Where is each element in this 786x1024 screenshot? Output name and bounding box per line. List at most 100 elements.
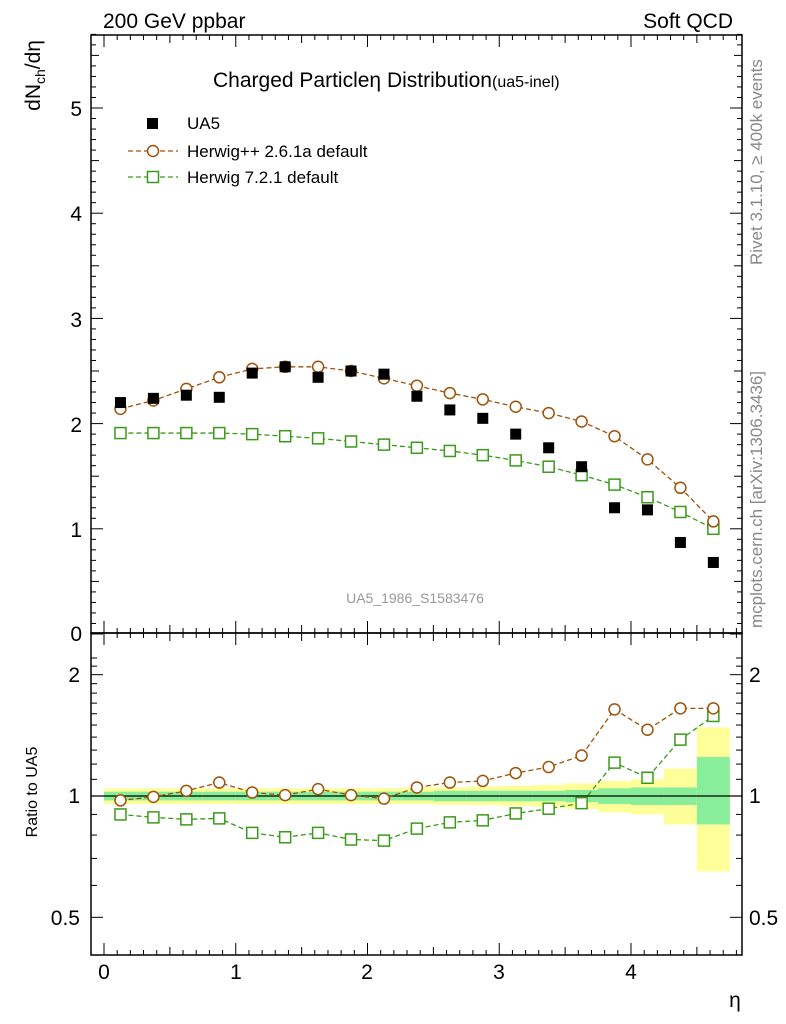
herwigpp-point-16 [641, 723, 654, 737]
ratio-y-tick-labels: 0.5 1 2 0.5 1 2 [51, 664, 778, 930]
herwigpp-point-3 [213, 776, 226, 789]
main-ytick-label-5: 5 [70, 98, 82, 121]
herwig7-point-5 [278, 831, 292, 844]
data-point-14 [576, 461, 588, 473]
herwig7-point-15 [608, 478, 621, 491]
herwigpp-point-15 [608, 429, 621, 443]
axis-ticks [91, 33, 742, 955]
herwig7-point-8 [377, 834, 391, 847]
data-point-5 [279, 361, 291, 373]
data-point-1 [147, 392, 159, 404]
data-point-17 [674, 536, 686, 548]
data-point-11 [477, 412, 489, 424]
herwig7-point-9 [410, 441, 424, 455]
header-left: 200 GeV ppbar [103, 10, 245, 33]
herwigpp-point-5 [278, 788, 292, 802]
herwigpp-point-17 [674, 481, 687, 495]
herwigpp-point-18 [707, 515, 720, 528]
herwig7-point-8 [377, 438, 391, 451]
data-point-12 [510, 428, 522, 440]
legend: UA5 Herwig++ 2.6.1a default Herwig 7.2.1… [128, 114, 368, 187]
legend-marker-herwigpp [146, 144, 160, 158]
band-inner-bin [696, 756, 730, 825]
herwig7-point-5 [278, 429, 292, 443]
herwig7-point-15 [608, 756, 621, 769]
herwigpp-point-14 [575, 415, 588, 428]
herwig7-point-17 [674, 733, 687, 746]
herwig7-point-3 [213, 426, 226, 440]
herwigpp-point-15 [608, 703, 621, 716]
herwigpp-point-6 [311, 782, 325, 796]
ratio-ytick-label-right-2: 2 [749, 664, 761, 687]
herwigpp-point-18 [707, 702, 720, 715]
herwigpp-point-9 [410, 379, 424, 392]
herwig7-point-11 [476, 448, 490, 462]
analysis-watermark: UA5_1986_S1583476 [346, 590, 484, 606]
data-point-8 [378, 368, 390, 380]
herwig7-point-10 [443, 444, 457, 458]
herwigpp-point-6 [311, 360, 325, 374]
data-point-6 [312, 371, 324, 383]
herwigpp-point-13 [542, 406, 555, 420]
ratio-ytick-label-2: 2 [68, 664, 80, 687]
main-ytick-label-0: 0 [70, 623, 82, 646]
xtick-label-1: 1 [230, 961, 242, 984]
plot-title: Charged Particleη Distribution(ua5-inel) [213, 69, 560, 92]
xtick-label-3: 3 [493, 961, 505, 984]
herwigpp-point-16 [641, 453, 654, 466]
ratio-ytick-label-1: 1 [68, 785, 80, 808]
legend-marker-herwig7 [146, 170, 160, 184]
rivet-label: Rivet 3.1.10, ≥ 400k events [747, 59, 766, 265]
herwig7-point-10 [443, 816, 457, 829]
herwigpp-point-2 [180, 784, 193, 798]
ratio-ytick-label-right-0.5: 0.5 [749, 907, 778, 930]
x-tick-labels: 0 1 2 3 4 [98, 961, 637, 984]
herwig7-point-7 [344, 435, 358, 448]
herwig7-point-0 [114, 808, 127, 821]
herwig7-point-3 [213, 812, 226, 825]
herwig7-point-17 [674, 505, 687, 519]
data-point-2 [180, 389, 192, 401]
main-ytick-label-2: 2 [70, 414, 82, 437]
herwig7-point-12 [509, 454, 522, 467]
herwigpp-point-12 [509, 766, 522, 780]
data-point-13 [543, 442, 555, 454]
herwig7-point-16 [641, 490, 654, 504]
legend-label-ua5: UA5 [187, 114, 220, 133]
herwig7-point-12 [509, 807, 522, 820]
herwig7-point-0 [114, 426, 127, 440]
legend-label-herwig7: Herwig 7.2.1 default [187, 168, 338, 187]
main-ytick-label-4: 4 [70, 203, 82, 226]
herwig7-point-1 [147, 811, 160, 824]
herwigpp-point-11 [476, 774, 490, 788]
data-point-15 [609, 502, 621, 514]
ratio-uncertainty-bands [104, 727, 730, 872]
herwigpp-point-12 [509, 400, 522, 414]
main-y-axis-label: dNch/dη [22, 40, 48, 111]
data-point-18 [707, 556, 719, 568]
ratio-panel-frame [90, 632, 743, 956]
ratio-ytick-label-right-1: 1 [749, 785, 761, 808]
herwigpp-point-14 [575, 749, 588, 762]
main-y-tick-labels: 0 1 2 3 4 5 [70, 98, 82, 646]
mcplots-label: mcplots.cern.ch [arXiv:1306.3436] [747, 371, 766, 628]
herwig7-point-4 [245, 826, 259, 840]
herwigpp-point-9 [410, 781, 424, 794]
herwig7-point-2 [180, 426, 193, 440]
main-ytick-label-3: 3 [70, 309, 82, 332]
herwig7-point-14 [575, 796, 588, 810]
herwig7-line [120, 715, 714, 842]
herwig7-point-9 [410, 822, 424, 835]
herwigpp-point-13 [542, 760, 555, 774]
data-point-10 [444, 404, 456, 416]
herwig7-point-4 [245, 427, 259, 441]
herwig7-point-6 [311, 432, 325, 445]
ratio-ytick-label-0.5: 0.5 [51, 907, 80, 930]
herwigpp-point-0 [114, 794, 127, 807]
herwigpp-point-10 [443, 776, 457, 789]
data-point-7 [345, 365, 357, 377]
herwig7-point-16 [641, 771, 654, 784]
herwig7-point-7 [344, 833, 358, 846]
legend-marker-ua5 [147, 118, 158, 129]
